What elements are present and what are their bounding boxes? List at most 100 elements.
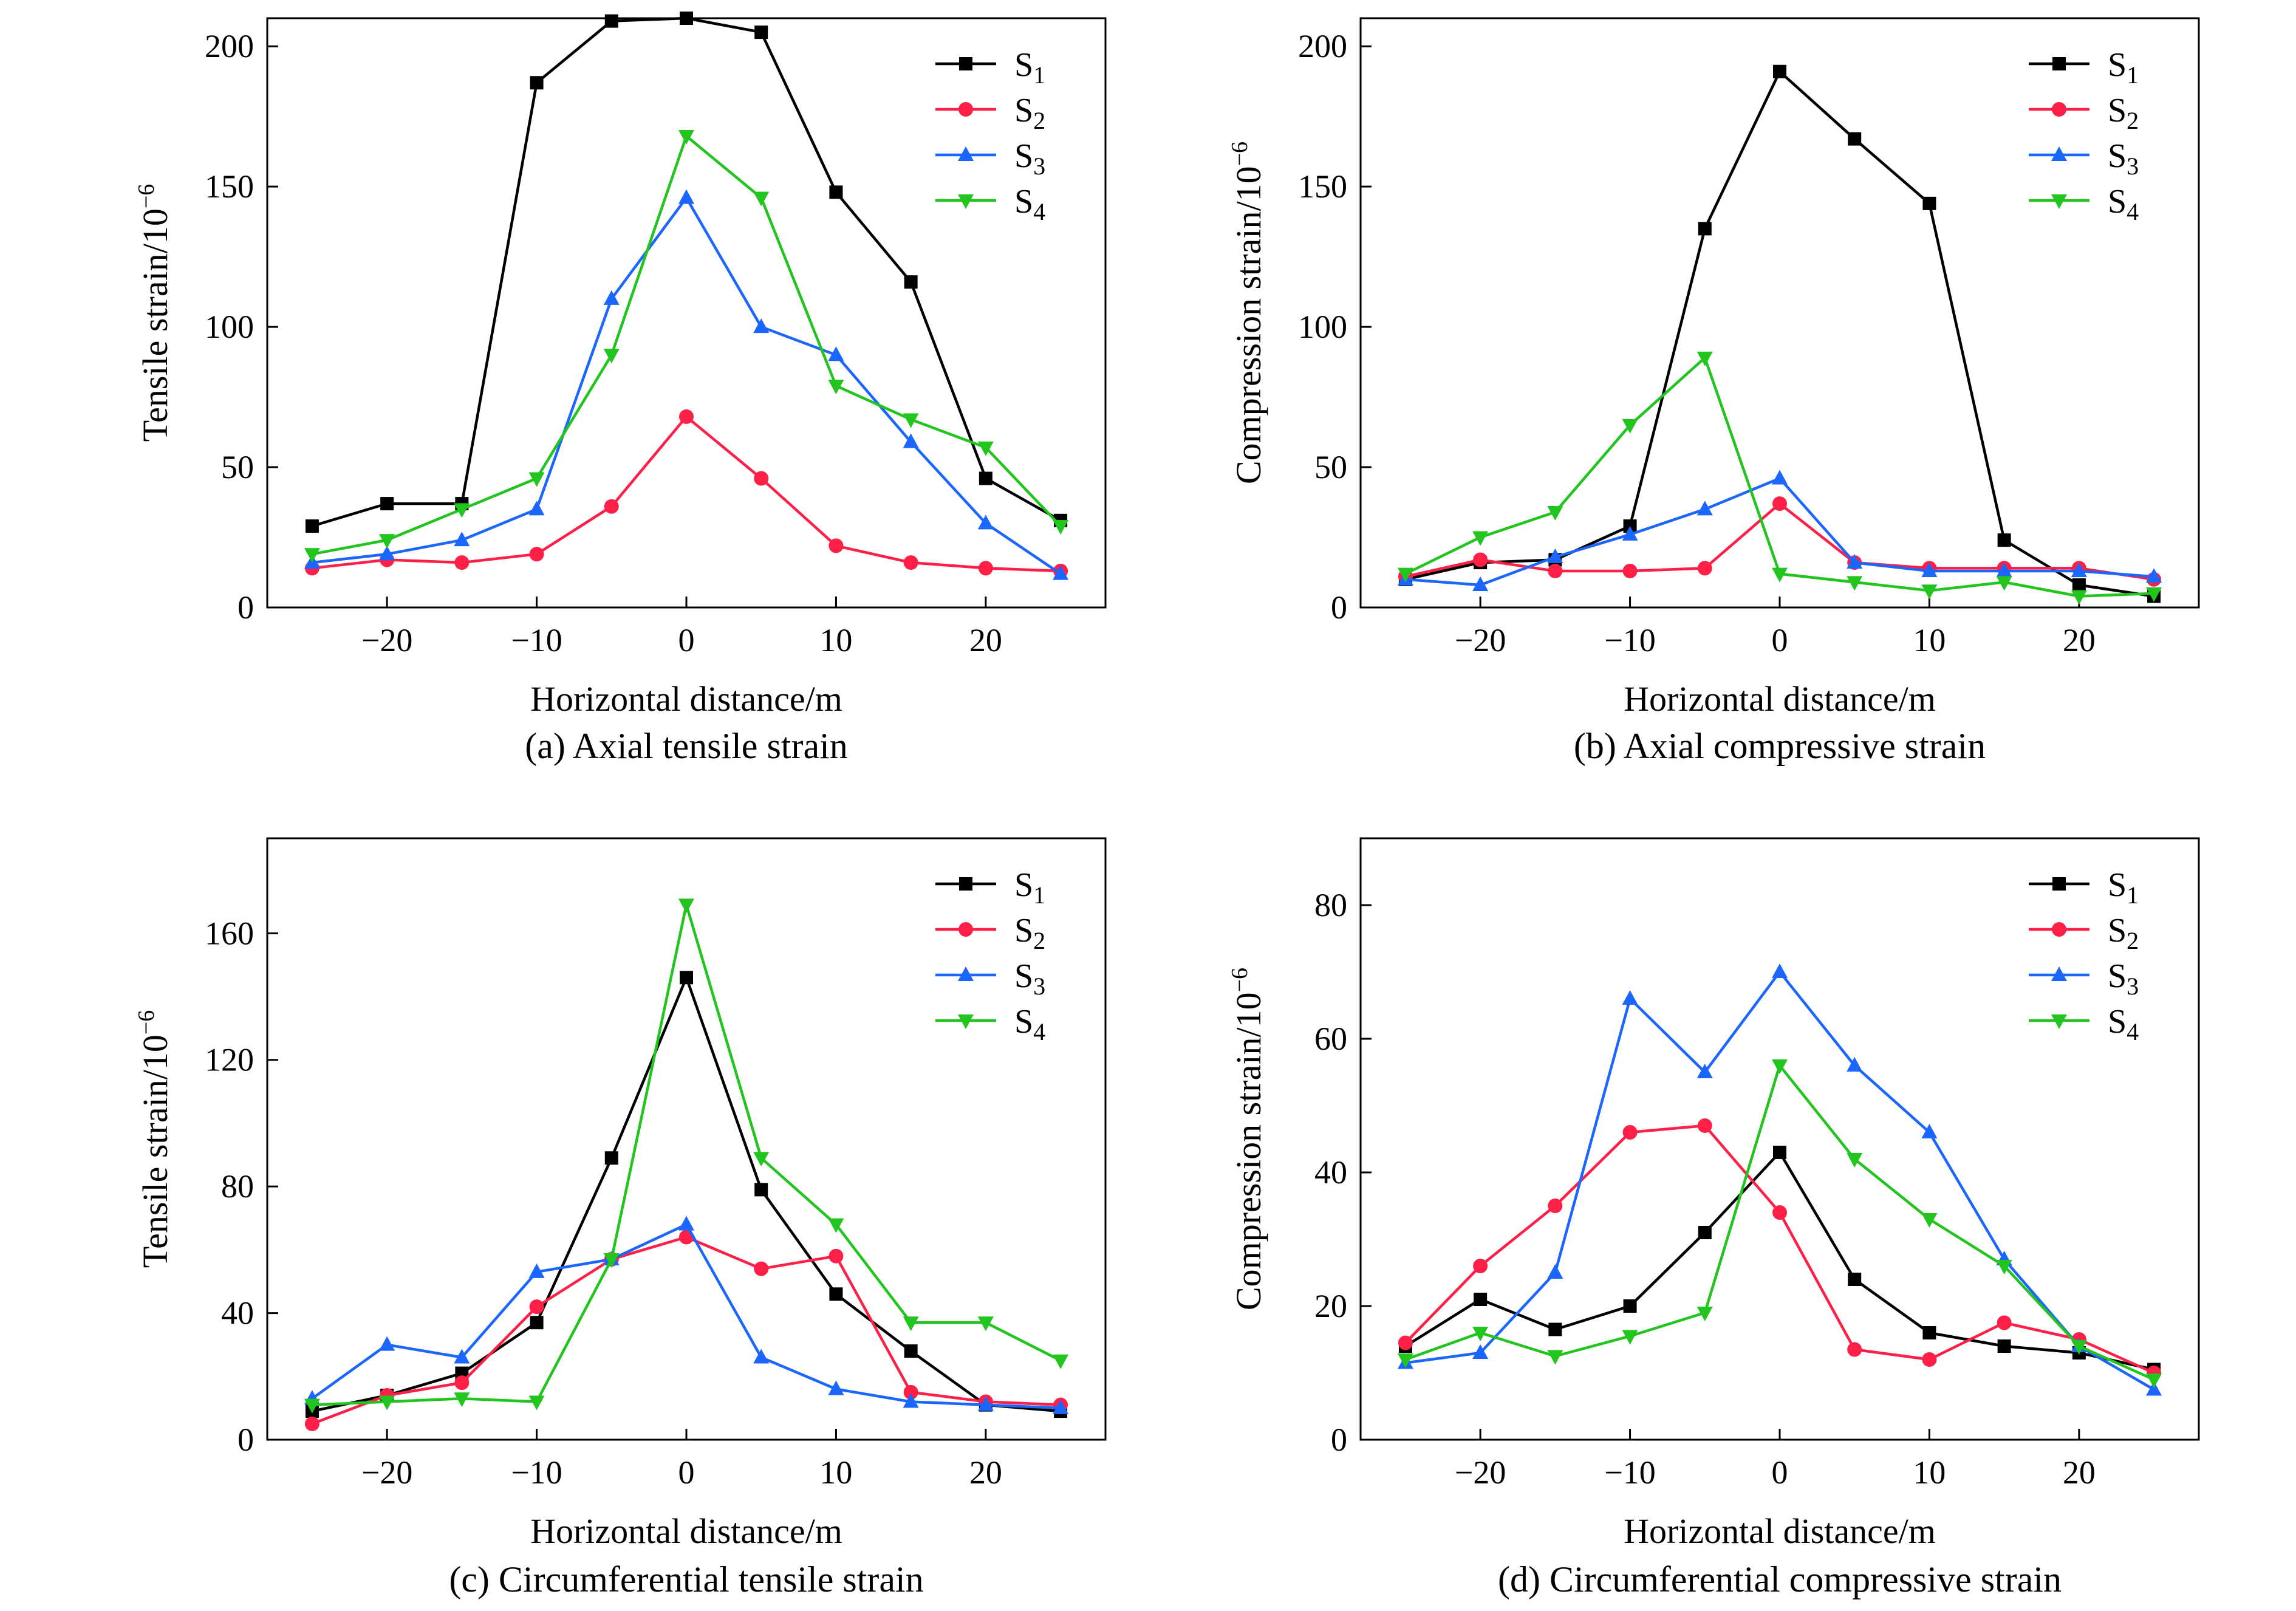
legend-label-d-s2: S2 [2108, 912, 2139, 954]
y-tick-label-a: 0 [237, 589, 254, 626]
data-point-a-s4 [977, 441, 994, 456]
legend-label-b-s3: S3 [2108, 137, 2139, 180]
data-point-b-s1 [1698, 222, 1712, 236]
data-point-a-s2 [529, 547, 544, 562]
data-point-d-s1 [1548, 1322, 1562, 1336]
data-point-a-s3 [753, 318, 770, 333]
y-tick-label-c: 160 [205, 915, 254, 951]
data-point-a-s4 [753, 191, 770, 207]
data-point-b-s4 [1696, 351, 1713, 366]
data-point-d-s4 [2146, 1373, 2162, 1388]
data-point-a-s2 [829, 538, 844, 553]
x-tick-label-d: 20 [2063, 1454, 2096, 1491]
y-axis-label-b: Compression strain/10−6 [1227, 142, 1268, 484]
legend-marker-d-s2 [2052, 922, 2066, 937]
legend-marker-c-s2 [958, 922, 973, 937]
data-point-b-s4 [1772, 567, 1788, 583]
data-point-a-s2 [604, 499, 619, 514]
legend-marker-d-s3 [2051, 966, 2067, 981]
data-point-a-s2 [754, 471, 769, 486]
data-point-c-s1 [530, 1316, 544, 1330]
data-point-c-s3 [1053, 1399, 1069, 1414]
y-axis-label-exponent-a: −6 [134, 184, 159, 208]
legend-label-d-s1: S1 [2108, 866, 2139, 909]
data-point-b-s2 [1697, 561, 1712, 576]
data-point-a-s4 [304, 548, 320, 563]
y-tick-label-d: 60 [1314, 1021, 1347, 1057]
series-a-s4 [304, 130, 1069, 563]
y-axis-label-exponent-d: −6 [1227, 968, 1252, 992]
data-point-a-s2 [903, 555, 918, 570]
series-a-s3 [304, 189, 1069, 580]
data-point-a-s2 [679, 409, 694, 424]
data-point-a-s4 [454, 503, 470, 518]
data-point-c-s3 [977, 1396, 994, 1411]
data-point-d-s1 [1698, 1226, 1712, 1239]
panel-caption-d: (d) Circumferential compressive strain [1498, 1559, 2062, 1599]
x-tick-label-a: 0 [678, 622, 695, 658]
legend-label-d-s4: S4 [2108, 1003, 2139, 1045]
series-d-s2 [1398, 1118, 2162, 1380]
x-tick-label-b: −10 [1604, 622, 1655, 658]
data-point-a-s1 [305, 519, 319, 533]
data-point-c-s3 [454, 1349, 470, 1364]
data-point-a-s4 [603, 349, 620, 364]
data-point-b-s2 [1473, 552, 1488, 567]
data-point-d-s2 [1398, 1335, 1413, 1350]
plot-frame-b [1359, 17, 2200, 609]
data-point-a-s4 [828, 380, 844, 395]
x-axis-label-c: Horizontal distance/m [530, 1511, 842, 1551]
y-axis-label-exponent-b: −6 [1227, 142, 1252, 166]
data-point-a-s1 [829, 185, 843, 199]
data-point-d-s3 [1472, 1344, 1489, 1359]
legend-marker-a-s2 [958, 102, 973, 117]
series-d-s3 [1397, 963, 2162, 1396]
y-tick-label-a: 50 [221, 449, 254, 485]
data-point-a-s3 [379, 546, 395, 561]
series-line-c-s3 [311, 1223, 1061, 1410]
data-point-b-s1 [2072, 578, 2086, 592]
data-point-c-s3 [379, 1336, 395, 1351]
x-tick-label-a: −10 [511, 622, 562, 658]
series-line-a-s1 [312, 16, 1062, 528]
data-point-c-s4 [379, 1395, 395, 1411]
data-point-d-s3 [1547, 1264, 1563, 1279]
series-line-d-s3 [1405, 970, 2155, 1391]
data-point-a-s4 [903, 413, 919, 428]
data-point-d-s1 [1474, 1293, 1488, 1306]
data-point-d-s4 [1547, 1350, 1563, 1365]
data-point-b-s2 [1548, 563, 1563, 578]
x-tick-label-a: 20 [969, 622, 1002, 658]
data-point-a-s4 [1053, 520, 1069, 535]
x-tick-label-c: 0 [678, 1454, 695, 1491]
data-point-a-s4 [528, 472, 545, 487]
data-point-d-s4 [1921, 1213, 1938, 1228]
x-tick-label-c: 20 [969, 1454, 1002, 1491]
data-point-d-s1 [1848, 1273, 1862, 1286]
y-tick-label-b: 0 [1331, 589, 1347, 626]
y-tick-label-c: 120 [205, 1042, 254, 1078]
data-point-d-s1 [1922, 1326, 1936, 1339]
series-line-d-s1 [1404, 1151, 2154, 1371]
data-point-d-s4 [1622, 1330, 1638, 1345]
data-point-c-s2 [304, 1416, 319, 1431]
legend-label-c-s3: S3 [1014, 957, 1045, 1000]
x-tick-label-d: 0 [1772, 1454, 1788, 1491]
legend-marker-c-s3 [958, 966, 974, 981]
legend-label-a-s4: S4 [1014, 183, 1045, 225]
data-point-c-s2 [454, 1375, 470, 1390]
y-axis-label-a: Tensile strain/10−6 [134, 184, 175, 442]
y-tick-label-a: 150 [205, 168, 254, 205]
data-point-a-s3 [977, 515, 994, 530]
series-a-s1 [305, 12, 1068, 533]
data-point-b-s4 [1847, 576, 1863, 591]
data-point-b-s3 [1772, 470, 1788, 485]
data-point-a-s1 [380, 497, 394, 511]
legend-label-c-s2: S2 [1014, 912, 1045, 954]
x-tick-label-b: 0 [1772, 622, 1788, 658]
data-point-a-s2 [978, 561, 993, 576]
chart-panel-c: −20 −10 0 10 20 0 40 80 120 160 Horizontal distanc… [134, 837, 1107, 1599]
data-point-a-s4 [678, 130, 694, 145]
